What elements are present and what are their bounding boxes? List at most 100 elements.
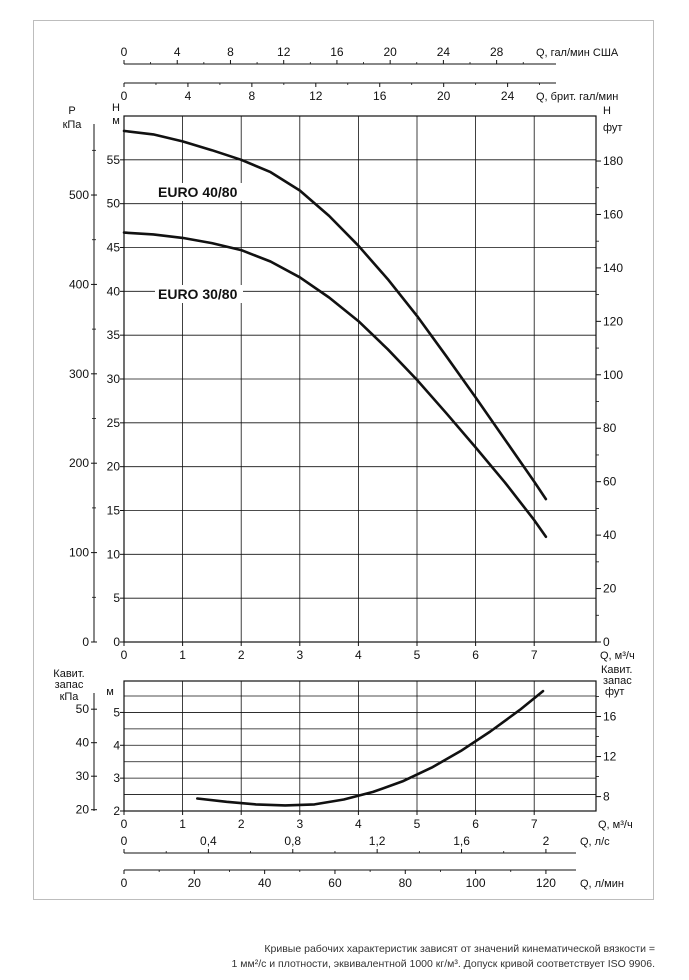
ls-label-1,2: 1,2 <box>369 834 386 848</box>
npsh-ft-title-1: Кавит. <box>601 664 632 676</box>
m-axis-title-2: м <box>112 115 120 127</box>
npsh-ft-label-16: 16 <box>603 709 617 723</box>
top-us-title: Q, гал/мин США <box>536 47 619 59</box>
lmin-label-100: 100 <box>466 876 486 890</box>
x-m3h-label-5: 5 <box>414 648 421 662</box>
x-m3h-title: Q, м³/ч <box>600 650 635 662</box>
ft-axis-title-1: Н <box>603 105 611 117</box>
top-uk-label-0: 0 <box>121 89 128 103</box>
lmin-title: Q, л/мин <box>580 878 624 890</box>
m-axis-label-30: 30 <box>107 372 121 386</box>
ls-label-0,4: 0,4 <box>200 834 217 848</box>
kpa-axis-label-100: 100 <box>69 546 89 560</box>
npsh-m-label-3: 3 <box>113 771 120 785</box>
top-us-label-4: 4 <box>174 45 181 59</box>
npsh-m-label-2: 2 <box>113 804 120 818</box>
npsh-x-label-2: 2 <box>238 817 245 831</box>
npsh-x-title: Q, м³/ч <box>598 819 633 831</box>
footnote-line-1: Кривые рабочих характеристик зависят от … <box>264 943 655 955</box>
lmin-label-0: 0 <box>121 876 128 890</box>
npsh-x-label-3: 3 <box>296 817 303 831</box>
m-axis-label-25: 25 <box>107 416 121 430</box>
ft-axis-label-140: 140 <box>603 261 623 275</box>
m-axis-label-5: 5 <box>113 591 120 605</box>
top-uk-label-24: 24 <box>501 89 515 103</box>
npsh-x-label-5: 5 <box>414 817 421 831</box>
kpa-axis-label-500: 500 <box>69 188 89 202</box>
npsh-m-label-5: 5 <box>113 705 120 719</box>
curve-label-euro-30-80: EURO 30/80 <box>158 286 238 302</box>
curve-euro-30-80 <box>122 231 548 539</box>
npsh-ft-title-3: фут <box>605 686 624 698</box>
ft-axis-label-160: 160 <box>603 207 623 221</box>
top-uk-label-4: 4 <box>185 89 192 103</box>
m-axis-label-35: 35 <box>107 328 121 342</box>
ls-label-2: 2 <box>543 834 550 848</box>
x-m3h-label-0: 0 <box>121 648 128 662</box>
kpa-axis-label-300: 300 <box>69 367 89 381</box>
kpa-axis-label-0: 0 <box>82 635 89 649</box>
top-uk-label-16: 16 <box>373 89 387 103</box>
top-uk-label-20: 20 <box>437 89 451 103</box>
m-axis-label-50: 50 <box>107 197 121 211</box>
npsh-x-label-6: 6 <box>472 817 479 831</box>
pump-performance-chart: 0510152025303540455055Нм0100200300400500… <box>53 45 635 890</box>
x-m3h-label-6: 6 <box>472 648 479 662</box>
m-axis-label-40: 40 <box>107 284 121 298</box>
ft-axis-label-0: 0 <box>603 635 610 649</box>
ls-title: Q, л/с <box>580 836 610 848</box>
curve-npsh <box>196 689 545 807</box>
curve-label-euro-30-80-bg <box>155 285 243 303</box>
curve-label-euro-40-80-bg <box>155 183 243 201</box>
curve-label-euro-40-80: EURO 40/80 <box>158 184 238 200</box>
npsh-kpa-title-1: Кавит. <box>53 668 84 680</box>
ft-axis-label-20: 20 <box>603 582 617 596</box>
top-uk-label-12: 12 <box>309 89 323 103</box>
top-us-label-12: 12 <box>277 45 291 59</box>
m-axis-label-10: 10 <box>107 547 121 561</box>
npsh-m-title: м <box>106 686 114 698</box>
x-m3h-label-3: 3 <box>296 648 303 662</box>
npsh-x-label-0: 0 <box>121 817 128 831</box>
top-us-label-28: 28 <box>490 45 504 59</box>
curve-euro-40-80 <box>122 129 548 501</box>
npsh-kpa-label-40: 40 <box>76 736 90 750</box>
npsh-x-label-4: 4 <box>355 817 362 831</box>
npsh-kpa-title-3: кПа <box>60 691 80 703</box>
ft-axis-label-180: 180 <box>603 154 623 168</box>
ls-label-0,8: 0,8 <box>284 834 301 848</box>
kpa-axis-label-400: 400 <box>69 277 89 291</box>
top-us-label-24: 24 <box>437 45 451 59</box>
top-us-label-8: 8 <box>227 45 234 59</box>
kpa-axis-label-200: 200 <box>69 456 89 470</box>
ft-axis-label-120: 120 <box>603 314 623 328</box>
ft-axis-title-2: фут <box>603 122 622 134</box>
ls-label-0: 0 <box>121 834 128 848</box>
npsh-ft-label-12: 12 <box>603 750 617 764</box>
ft-axis-label-60: 60 <box>603 475 617 489</box>
m-axis-label-55: 55 <box>107 153 121 167</box>
top-uk-title: Q, брит. гал/мин <box>536 91 618 103</box>
npsh-m-label-4: 4 <box>113 738 120 752</box>
m-axis-label-20: 20 <box>107 460 121 474</box>
npsh-plot-border <box>123 680 597 812</box>
footnote-line-2: 1 мм²/с и плотности, эквивалентной 1000 … <box>231 958 656 970</box>
lmin-label-60: 60 <box>328 876 342 890</box>
lmin-label-120: 120 <box>536 876 556 890</box>
x-m3h-label-7: 7 <box>531 648 538 662</box>
npsh-kpa-label-50: 50 <box>76 702 90 716</box>
ft-axis-label-80: 80 <box>603 421 617 435</box>
kpa-axis-title-2: кПа <box>63 119 83 131</box>
ls-label-1,6: 1,6 <box>453 834 470 848</box>
m-axis-label-0: 0 <box>113 635 120 649</box>
top-us-label-16: 16 <box>330 45 344 59</box>
lmin-label-20: 20 <box>188 876 202 890</box>
lmin-label-40: 40 <box>258 876 272 890</box>
m-axis-label-45: 45 <box>107 241 121 255</box>
npsh-x-label-7: 7 <box>531 817 538 831</box>
m-axis-title-1: Н <box>112 102 120 114</box>
npsh-ft-title-2: запас <box>603 675 632 687</box>
npsh-kpa-label-30: 30 <box>76 769 90 783</box>
npsh-ft-label-8: 8 <box>603 790 610 804</box>
